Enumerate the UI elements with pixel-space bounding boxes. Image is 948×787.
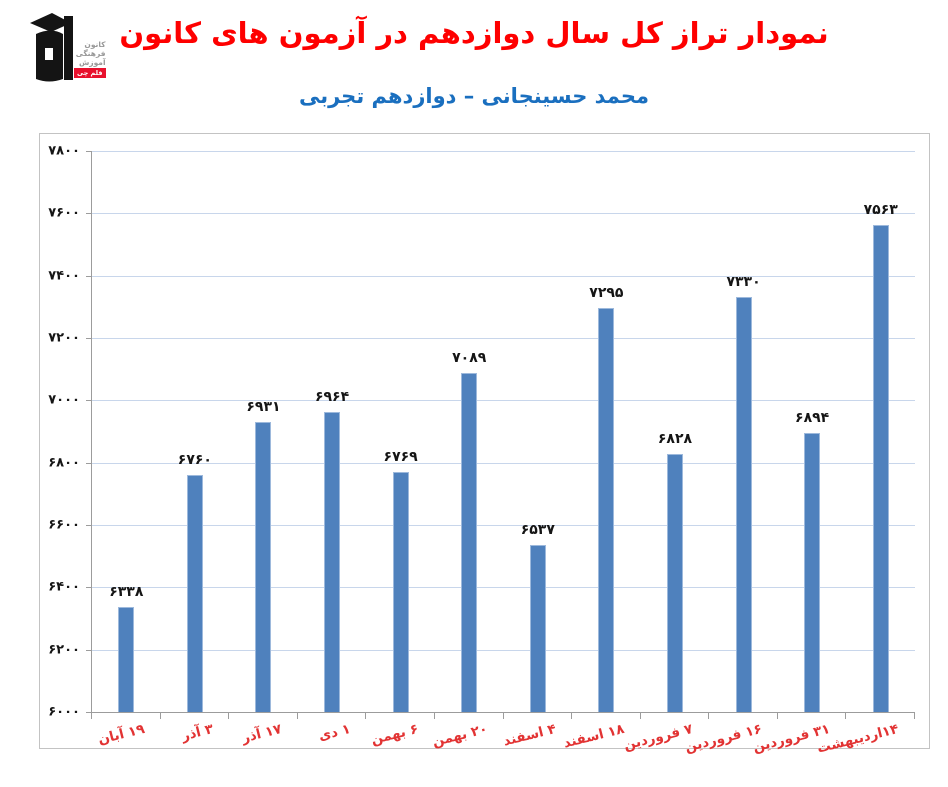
bar-value-label: ۶۸۹۴ (795, 410, 830, 427)
gridline (92, 525, 915, 526)
chart-title: نمودار تراز کل سال دوازدهم در آزمون های … (119, 16, 829, 50)
y-tick-label: ۷۲۰۰ (48, 330, 80, 346)
x-tick (433, 713, 435, 719)
bar (118, 606, 135, 712)
logo-badge-ghalamchi: قلم چی (74, 68, 106, 78)
bar-value-label: ۶۹۳۱ (246, 398, 281, 415)
bar (324, 411, 341, 712)
y-tick (86, 213, 91, 215)
bar (666, 453, 683, 712)
y-tick (86, 525, 91, 526)
bar-value-label: ۷۰۸۹ (452, 349, 487, 366)
logo-text-block: کانون فرهنگی آموزش قلم چی (74, 6, 106, 88)
y-tick-label: ۷۴۰۰ (48, 268, 80, 284)
y-tick (86, 462, 91, 464)
y-tick (86, 400, 91, 402)
y-tick-label: ۶۰۰۰ (48, 704, 80, 720)
bar (461, 372, 478, 712)
y-tick (86, 587, 91, 589)
y-tick (86, 649, 91, 651)
y-tick-label: ۶۶۰۰ (48, 517, 80, 533)
bar (872, 224, 889, 712)
x-tick-label: ۲۰ بهمن (430, 721, 490, 751)
bar-value-label: ۶۵۳۷ (520, 521, 555, 538)
x-tick (708, 713, 710, 719)
y-tick-label: ۶۴۰۰ (48, 579, 80, 595)
graduate-figure-icon (28, 6, 74, 88)
y-tick (86, 338, 91, 339)
kanoon-ghalamchi-logo: کانون فرهنگی آموزش قلم چی (28, 6, 106, 88)
gridline (92, 151, 915, 152)
gridline (92, 462, 915, 464)
y-axis: ۶۰۰۰ ۶۲۰۰ ۶۴۰۰ ۶۶۰۰ ۶۸۰۰ ۷۰۰۰ ۷۲۰۰ ۷۴۰۰ ۷۶۰۰ ۷۸۰۰ (40, 144, 91, 720)
y-tick-label: ۷۰۰۰ (48, 392, 80, 408)
bar-value-label: ۶۷۶۹ (383, 449, 418, 466)
x-tick-label: ۶ بهمن (369, 721, 421, 749)
chart-subtitle: محمد حسینجانی – دوازدهم تجربی (298, 84, 650, 108)
bar (392, 472, 409, 712)
plot-area: ۶۳۳۸ ۶۷۶۰ ۶۹۳۱ ۶۹۶۴ ۶۷۶۹ ۷۰۸۹ ۶۵۳۷ ۷۲۹۵ ۶۸۲۸ ۷۳۳۰… (91, 151, 915, 713)
logo-line-2: فرهنگی (75, 49, 106, 58)
bar-value-label: ۷۳۳۰ (726, 274, 761, 291)
gridline (92, 587, 915, 589)
x-tick-label: ۳ آذر (179, 721, 215, 745)
x-tick (228, 713, 230, 719)
bar (255, 421, 272, 712)
y-tick (86, 712, 91, 713)
bar (735, 297, 752, 712)
gridline (92, 213, 915, 215)
x-tick (914, 713, 915, 719)
y-tick-label: ۶۲۰۰ (48, 642, 80, 658)
bar (186, 475, 203, 712)
bar-value-label: ۷۵۶۳ (863, 201, 898, 218)
x-tick (91, 713, 92, 719)
x-tick (571, 713, 573, 719)
bar (529, 544, 546, 712)
y-tick-label: ۶۸۰۰ (48, 455, 80, 471)
x-tick-label: ۱ دی (316, 721, 352, 745)
bar-value-label: ۶۹۶۴ (314, 388, 350, 405)
bar (804, 433, 821, 712)
bar-value-label: ۶۷۶۰ (177, 452, 212, 469)
x-tick (639, 713, 641, 719)
bar (598, 308, 615, 712)
x-tick (159, 713, 161, 719)
y-tick (86, 151, 91, 152)
x-tick (296, 713, 298, 719)
x-tick-label: ۱۹ آبان (96, 721, 147, 749)
bar-value-label: ۶۳۳۸ (109, 583, 144, 600)
x-tick-label: ۱۶ فروردین (683, 721, 764, 756)
x-tick (365, 713, 367, 719)
x-tick (502, 713, 504, 719)
x-tick-label: ۱۸ اسفند (562, 721, 627, 752)
y-tick (86, 275, 91, 277)
x-tick (845, 713, 847, 719)
bar-value-label: ۷۲۹۵ (589, 285, 624, 302)
x-tick-label: ۴ اسفند (501, 721, 558, 750)
x-tick (776, 713, 778, 719)
bar-value-label: ۶۸۲۸ (657, 430, 693, 447)
chart-area: ۶۰۰۰ ۶۲۰۰ ۶۴۰۰ ۶۶۰۰ ۶۸۰۰ ۷۰۰۰ ۷۲۰۰ ۷۴۰۰ ۷۶۰۰ ۷۸۰۰… (39, 133, 930, 757)
gridline (92, 275, 915, 277)
gridline (92, 338, 915, 339)
x-tick-label: ۱۷ آذر (240, 721, 284, 747)
y-tick-label: ۷۸۰۰ (48, 143, 80, 159)
y-tick-label: ۷۶۰۰ (48, 205, 80, 221)
gridline (92, 649, 915, 651)
gridline (92, 400, 915, 402)
x-tick-label: ۷ فروردین (622, 721, 695, 754)
logo-line-1: کانون (84, 40, 106, 49)
logo-line-3: آموزش (78, 58, 106, 67)
x-axis: ۱۹ آبان ۳ آذر ۱۷ آذر ۱ دی ۶ بهمن ۲۰ بهمن ۴ اسف… (91, 713, 915, 757)
